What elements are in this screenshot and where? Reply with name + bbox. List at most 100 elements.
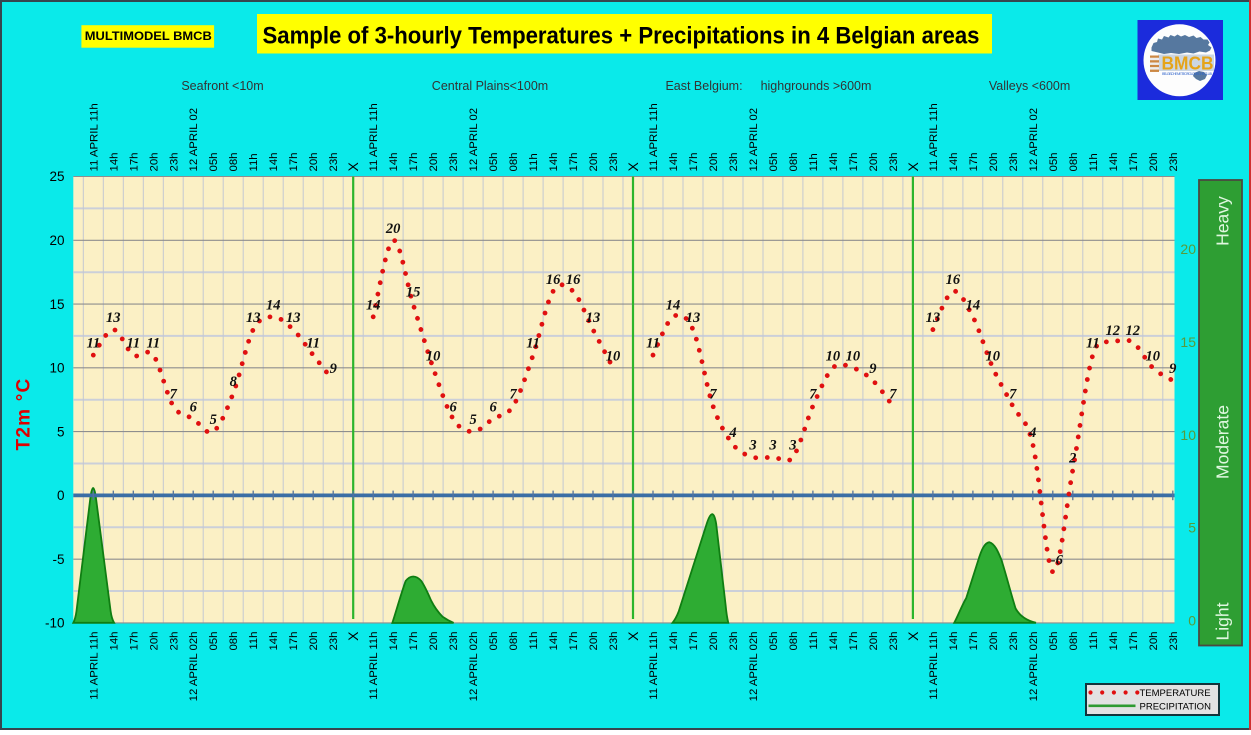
svg-text:X: X: [625, 162, 641, 172]
svg-text:14h: 14h: [268, 152, 280, 171]
svg-text:23h: 23h: [888, 152, 900, 171]
svg-text:20h: 20h: [868, 632, 880, 651]
svg-text:-5: -5: [52, 552, 64, 567]
svg-text:11: 11: [526, 336, 540, 352]
svg-text:Heavy: Heavy: [1213, 196, 1233, 246]
svg-text:14h: 14h: [828, 152, 840, 171]
svg-text:3: 3: [768, 438, 776, 454]
svg-text:5: 5: [469, 412, 476, 428]
svg-text:X: X: [905, 631, 921, 641]
svg-text:16: 16: [566, 272, 581, 288]
svg-text:11h: 11h: [248, 632, 260, 650]
svg-text:14h: 14h: [108, 632, 120, 651]
svg-text:8: 8: [230, 374, 238, 390]
svg-text:PRECIPITATION: PRECIPITATION: [1140, 702, 1212, 713]
svg-text:16: 16: [546, 272, 561, 288]
svg-text:14h: 14h: [388, 632, 400, 651]
svg-text:11 APRIL 11h: 11 APRIL 11h: [368, 103, 380, 171]
svg-text:T2m °C: T2m °C: [14, 378, 35, 451]
svg-text:East Belgium:: East Belgium:: [665, 79, 742, 93]
svg-text:17h: 17h: [128, 152, 140, 171]
svg-text:11 APRIL 11h: 11 APRIL 11h: [928, 632, 940, 700]
svg-text:20: 20: [385, 221, 401, 237]
svg-text:20h: 20h: [988, 152, 1000, 171]
svg-text:6: 6: [489, 399, 497, 415]
svg-text:TEMPERATURE: TEMPERATURE: [1140, 688, 1211, 699]
svg-text:17h: 17h: [568, 632, 580, 651]
svg-text:7: 7: [509, 387, 517, 403]
svg-text:17h: 17h: [408, 152, 420, 171]
svg-text:14h: 14h: [948, 152, 960, 171]
svg-text:13: 13: [686, 310, 701, 326]
svg-text:MULTIMODEL BMCB: MULTIMODEL BMCB: [85, 29, 212, 43]
svg-text:Moderate: Moderate: [1213, 405, 1233, 479]
svg-text:15: 15: [406, 285, 421, 301]
svg-text:08h: 08h: [508, 152, 520, 171]
svg-text:11 APRIL 11h: 11 APRIL 11h: [368, 632, 380, 700]
svg-text:11h: 11h: [1088, 153, 1100, 171]
svg-text:20h: 20h: [308, 632, 320, 651]
svg-text:11 APRIL 11h: 11 APRIL 11h: [928, 103, 940, 171]
svg-text:17h: 17h: [968, 632, 980, 651]
svg-text:5: 5: [57, 424, 65, 439]
svg-text:17h: 17h: [288, 152, 300, 171]
svg-text:9: 9: [330, 361, 337, 377]
svg-text:15: 15: [1180, 334, 1196, 350]
svg-text:13: 13: [926, 310, 941, 326]
svg-text:23h: 23h: [448, 632, 460, 651]
svg-text:23h: 23h: [1008, 632, 1020, 651]
svg-text:-6: -6: [1051, 552, 1064, 568]
svg-text:20h: 20h: [428, 152, 440, 171]
svg-text:23h: 23h: [1168, 632, 1180, 651]
svg-text:7: 7: [809, 387, 817, 403]
svg-text:5: 5: [210, 412, 217, 428]
svg-text:23h: 23h: [1008, 152, 1020, 171]
svg-text:15: 15: [49, 297, 64, 312]
svg-text:14: 14: [666, 297, 681, 313]
svg-text:20h: 20h: [708, 152, 720, 171]
svg-text:08h: 08h: [1068, 152, 1080, 171]
svg-text:13: 13: [586, 310, 601, 326]
svg-text:05h: 05h: [488, 152, 500, 171]
svg-text:14h: 14h: [668, 152, 680, 171]
svg-text:23h: 23h: [608, 632, 620, 651]
svg-text:X: X: [905, 162, 921, 172]
svg-text:12 APRIL 02: 12 APRIL 02: [1028, 108, 1040, 172]
svg-text:11: 11: [86, 336, 100, 352]
svg-text:23h: 23h: [608, 152, 620, 171]
svg-text:05h: 05h: [768, 632, 780, 651]
svg-text:23h: 23h: [168, 632, 180, 651]
svg-text:14: 14: [266, 297, 281, 313]
svg-text:14h: 14h: [828, 632, 840, 651]
svg-text:20h: 20h: [428, 632, 440, 651]
svg-text:3: 3: [748, 438, 756, 454]
svg-text:10: 10: [1146, 348, 1161, 364]
svg-text:Light: Light: [1213, 602, 1233, 640]
svg-text:17h: 17h: [848, 152, 860, 171]
svg-text:10: 10: [49, 361, 64, 376]
svg-text:13: 13: [106, 310, 121, 326]
svg-text:BMCB: BMCB: [1162, 54, 1214, 74]
svg-text:11: 11: [646, 336, 660, 352]
svg-text:X: X: [625, 631, 641, 641]
svg-text:9: 9: [869, 361, 876, 377]
svg-text:13: 13: [246, 310, 261, 326]
svg-text:Central Plains<100m: Central Plains<100m: [432, 79, 548, 93]
svg-text:23h: 23h: [888, 632, 900, 651]
svg-text:14h: 14h: [108, 152, 120, 171]
svg-text:14h: 14h: [388, 152, 400, 171]
svg-text:23h: 23h: [448, 152, 460, 171]
svg-text:BELGISCHE METEOROLOGISCHE CLUB: BELGISCHE METEOROLOGISCHE CLUB: [1162, 72, 1213, 76]
svg-text:20h: 20h: [148, 632, 160, 651]
svg-text:11 APRIL 11h: 11 APRIL 11h: [88, 632, 100, 700]
svg-text:20h: 20h: [868, 152, 880, 171]
svg-text:12 APRIL 02h: 12 APRIL 02h: [1028, 632, 1040, 702]
svg-text:12 APRIL 02: 12 APRIL 02: [188, 108, 200, 172]
svg-text:16: 16: [946, 272, 961, 288]
svg-text:17h: 17h: [688, 632, 700, 651]
svg-text:20h: 20h: [588, 632, 600, 651]
svg-text:17h: 17h: [128, 632, 140, 651]
svg-text:12: 12: [1106, 323, 1121, 339]
svg-text:05h: 05h: [208, 632, 220, 651]
svg-text:17h: 17h: [1128, 152, 1140, 171]
